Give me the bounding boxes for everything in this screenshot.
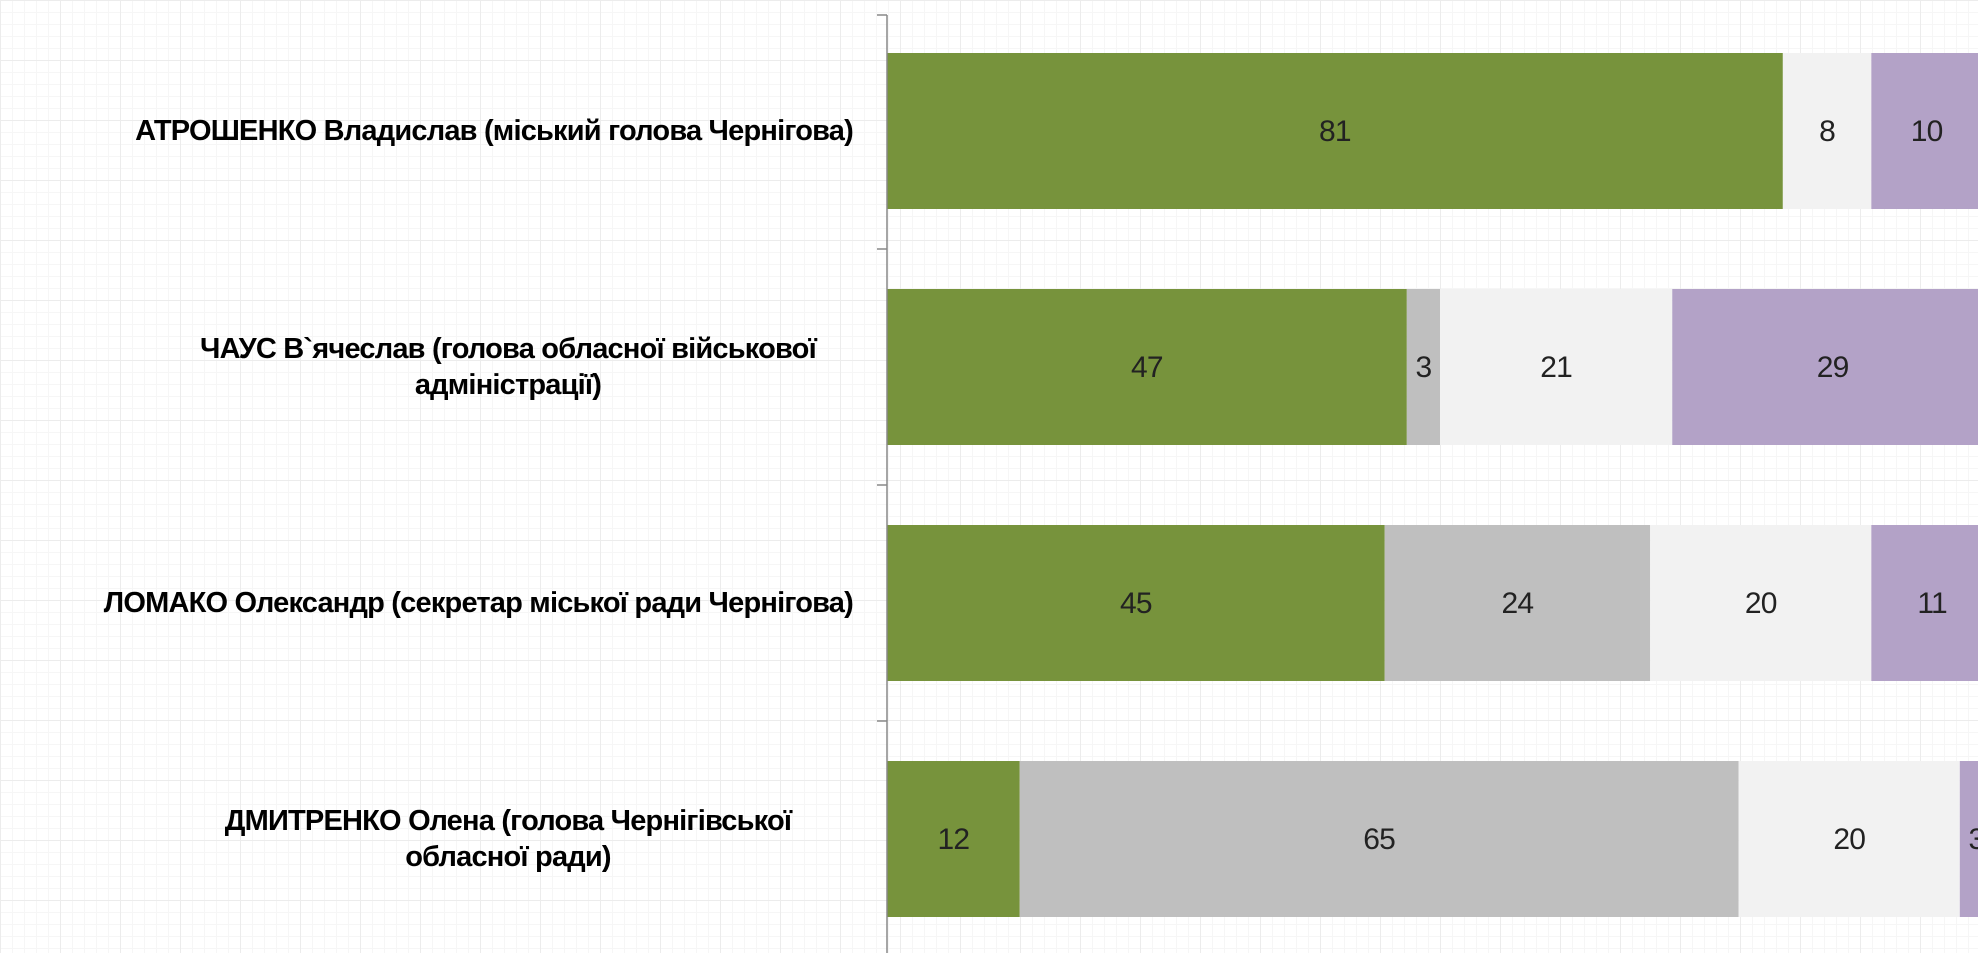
- bar-segment: [1871, 525, 1978, 681]
- data-label: 11: [1917, 587, 1947, 620]
- bar-segment: [1672, 289, 1978, 445]
- data-label: 3: [1968, 823, 1978, 856]
- bar-segment: [887, 289, 1407, 445]
- data-label: 20: [1745, 587, 1777, 620]
- data-label: 65: [1363, 823, 1395, 856]
- bar-segment: [1650, 525, 1872, 681]
- data-label: 81: [1319, 115, 1351, 148]
- data-label: 24: [1502, 587, 1534, 620]
- bar-segment: [1019, 761, 1739, 917]
- bar-segment: [887, 525, 1385, 681]
- bar-segment: [1871, 53, 1978, 209]
- bar-segment: [1384, 525, 1651, 681]
- category-label: ЧАУС В`ячеслав (голова обласної військов…: [200, 332, 817, 401]
- data-label: 47: [1131, 351, 1163, 384]
- bar-segment: [1440, 289, 1673, 445]
- bar-segment: [1782, 53, 1872, 209]
- bar-segment: [1406, 289, 1440, 445]
- bar-segment: [1959, 761, 1978, 917]
- data-label: 8: [1819, 115, 1835, 148]
- category-label: ДМИТРЕНКО Олена (голова Чернігівської об…: [224, 804, 792, 873]
- bar-segment: [887, 53, 1783, 209]
- bar-segment: [1738, 761, 1960, 917]
- data-label: 20: [1833, 823, 1865, 856]
- category-label: АТРОШЕНКО Владислав (міський голова Черн…: [135, 114, 854, 147]
- category-label: ЛОМАКО Олександр (секретар міської ради …: [103, 586, 854, 619]
- data-label: 3: [1415, 351, 1431, 384]
- data-label: 10: [1911, 115, 1943, 148]
- data-label: 21: [1540, 351, 1572, 384]
- data-label: 45: [1120, 587, 1152, 620]
- data-label: 12: [937, 823, 969, 856]
- bar-segment: [887, 761, 1020, 917]
- data-label: 29: [1817, 351, 1849, 384]
